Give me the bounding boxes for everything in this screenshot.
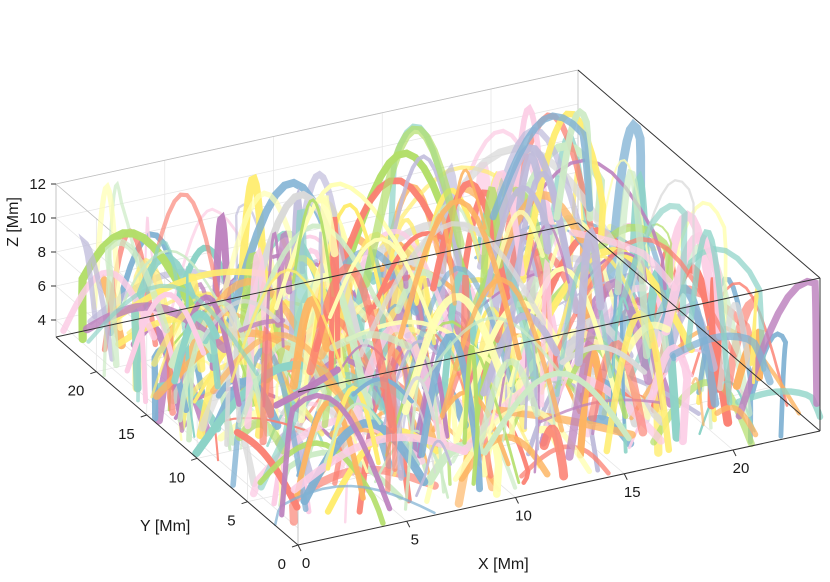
- field-line-tube: [418, 332, 483, 493]
- y-tick: [140, 414, 147, 418]
- z-tick-label: 8: [38, 244, 46, 261]
- box-edge: [577, 69, 821, 279]
- field-line-tube: [489, 112, 594, 221]
- field-line-tube: [171, 310, 220, 385]
- z-tick-label: 12: [29, 176, 46, 193]
- field-line-tube: [439, 276, 565, 433]
- field-line-tube: [539, 424, 569, 481]
- field-line-tube: [539, 258, 554, 408]
- field-line-tube: [357, 221, 547, 358]
- field-line-tube: [275, 230, 293, 328]
- field-line-tube: [475, 358, 541, 454]
- field-line-tube: [588, 339, 648, 437]
- x-tick: [515, 497, 519, 504]
- field-line-tube: [323, 402, 382, 464]
- x-axis-label: X [Mm]: [478, 556, 529, 573]
- grid-line: [55, 103, 579, 219]
- field-line-tube: [422, 316, 562, 382]
- field-line-tube: [361, 125, 465, 288]
- field-line-tube: [237, 173, 271, 329]
- field-line-tube: [349, 322, 447, 447]
- z-tick-label: 6: [38, 278, 46, 295]
- field-line-tube: [257, 440, 386, 526]
- field-line-tube: [609, 202, 688, 337]
- field-line-tube: [603, 309, 673, 455]
- field-line-tube: [691, 376, 705, 427]
- x-tick-label: 15: [624, 484, 641, 501]
- field-line-tube: [102, 180, 150, 378]
- field-line-tube: [104, 239, 170, 369]
- field-line-tube: [273, 484, 436, 526]
- box-edge: [55, 69, 579, 185]
- box-edge: [297, 277, 821, 393]
- field-line-tube: [293, 208, 308, 341]
- field-line-tube: [397, 198, 522, 361]
- grid-line: [55, 319, 299, 529]
- field-line-tube: [259, 325, 275, 446]
- field-line-tube: [78, 233, 115, 362]
- y-tick-label: 5: [227, 513, 235, 530]
- field-line-tube: [489, 143, 580, 314]
- z-tick-label: 10: [29, 210, 46, 227]
- field-line-tube: [328, 237, 437, 335]
- y-tick-label: 0: [278, 556, 286, 573]
- field-line-tube: [415, 439, 452, 498]
- y-axis-label: Y [Mm]: [140, 518, 190, 535]
- field-line-tube: [614, 168, 651, 360]
- field-line-tube: [230, 268, 346, 383]
- x-tick-label: 5: [411, 531, 419, 548]
- field-line-tube: [279, 392, 393, 518]
- field-line-tube: [184, 294, 242, 407]
- y-tick: [291, 544, 299, 548]
- y-tick: [191, 457, 198, 461]
- field-line-tube: [318, 231, 325, 316]
- box-edge: [55, 222, 579, 338]
- field-line-tube: [574, 226, 605, 367]
- field-line-tube: [91, 181, 123, 331]
- x-tick-label: 20: [733, 460, 750, 477]
- y-tick-label: 10: [168, 469, 185, 486]
- x-tick: [406, 521, 411, 528]
- y-tick-label: 15: [118, 426, 135, 443]
- x-tick: [732, 449, 737, 457]
- field-line-tube: [481, 370, 632, 456]
- field-line-tube: [86, 283, 260, 377]
- box-edge: [577, 222, 821, 432]
- y-tick: [241, 501, 248, 505]
- field-line-tube: [669, 332, 774, 386]
- field-line-tube: [558, 318, 625, 366]
- x-tick: [297, 544, 302, 552]
- field-line-tube: [329, 331, 413, 352]
- field-line-tube: [233, 428, 301, 511]
- x-tick: [623, 473, 628, 480]
- field-line-tubes: [60, 103, 824, 526]
- z-axis-label: Z [Mm]: [5, 197, 22, 247]
- y-tick-label: 20: [68, 383, 85, 400]
- axis-ticks: 0 5 10 15 20 0 5 10 15 20 4 6 8 10 12: [29, 176, 749, 573]
- field-line-tube: [124, 291, 207, 374]
- field-line-tube: [462, 344, 480, 486]
- field-line-tube: [685, 229, 733, 406]
- z-tick-label: 4: [38, 312, 46, 329]
- field-line-tube: [402, 376, 436, 421]
- x-tick-label: 10: [515, 508, 532, 525]
- y-tick: [90, 371, 97, 375]
- field-line-tube: [565, 278, 653, 461]
- x-tick-label: 0: [302, 555, 310, 572]
- field-line-tube: [291, 198, 335, 298]
- field-line-tube: [714, 404, 759, 438]
